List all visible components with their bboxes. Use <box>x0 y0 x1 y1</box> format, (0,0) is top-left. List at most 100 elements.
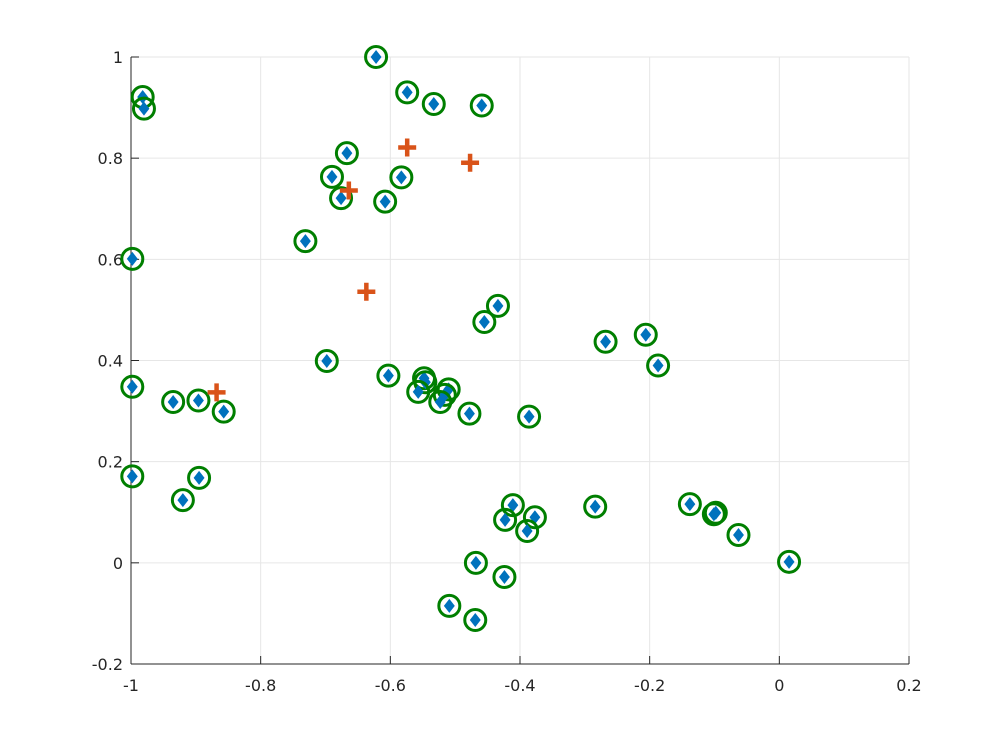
point-ring <box>364 45 389 69</box>
plot-axes <box>130 56 910 665</box>
point-diamond <box>507 498 519 513</box>
point-ring <box>677 492 702 517</box>
point-diamond <box>370 50 382 64</box>
point-ring <box>187 465 212 490</box>
data-point <box>364 45 389 69</box>
data-point <box>395 80 420 105</box>
data-point <box>457 401 482 426</box>
point-diamond <box>218 404 230 419</box>
point-diamond <box>167 394 179 409</box>
data-point <box>120 246 145 271</box>
point-diamond <box>470 555 482 570</box>
x-tick-label: -1 <box>123 676 139 695</box>
x-tick-label: -0.6 <box>375 676 406 695</box>
point-ring <box>500 493 525 518</box>
data-point <box>187 465 212 490</box>
data-point <box>319 164 344 189</box>
point-ring <box>421 92 446 117</box>
point-diamond <box>708 507 720 522</box>
point-ring <box>376 363 401 388</box>
data-point <box>726 523 751 548</box>
data-point <box>583 494 608 519</box>
point-ring <box>515 518 540 543</box>
point-diamond <box>443 598 455 613</box>
y-tick-label: 0.6 <box>98 250 123 269</box>
center-marker <box>398 138 417 157</box>
point-ring <box>389 165 414 190</box>
data-point <box>389 165 414 190</box>
data-point <box>373 189 398 214</box>
point-ring <box>463 550 488 575</box>
data-point <box>314 349 339 374</box>
point-ring <box>120 246 145 271</box>
data-point <box>186 388 211 413</box>
point-ring <box>726 523 751 548</box>
center-marker <box>339 181 358 200</box>
point-diamond <box>498 569 510 584</box>
point-diamond <box>478 315 490 330</box>
point-diamond <box>499 512 511 527</box>
point-ring <box>211 399 236 424</box>
point-diamond <box>463 406 475 421</box>
data-point <box>633 322 658 347</box>
point-diamond <box>428 97 440 112</box>
point-ring <box>777 549 802 574</box>
point-ring <box>472 310 497 335</box>
point-diamond <box>321 354 333 369</box>
point-diamond <box>521 523 533 538</box>
data-point <box>472 310 497 335</box>
point-ring <box>120 374 145 399</box>
point-diamond <box>401 85 413 100</box>
data-point <box>170 488 195 513</box>
point-ring <box>170 488 195 513</box>
y-tick-label: 1 <box>113 48 123 67</box>
data-point <box>500 493 525 518</box>
data-point <box>293 229 318 254</box>
data-point <box>517 404 542 429</box>
data-point <box>120 374 145 399</box>
x-tick-label: -0.8 <box>245 676 276 695</box>
point-diamond <box>523 409 535 424</box>
point-diamond <box>640 327 652 342</box>
y-tick-label: 0 <box>113 554 123 573</box>
point-ring <box>131 96 156 121</box>
point-ring <box>463 607 488 632</box>
data-point <box>677 492 702 517</box>
point-diamond <box>529 510 541 525</box>
data-point <box>437 593 462 618</box>
point-ring <box>437 593 462 618</box>
center-marker <box>461 153 480 172</box>
point-ring <box>485 293 510 318</box>
point-ring <box>293 229 318 254</box>
y-tick-label: -0.2 <box>92 655 123 674</box>
point-diamond <box>395 170 407 185</box>
point-diamond <box>379 194 391 209</box>
point-diamond <box>126 251 138 266</box>
point-ring <box>373 189 398 214</box>
point-ring <box>395 80 420 105</box>
x-tick-label: -0.4 <box>504 676 535 695</box>
data-point <box>522 505 547 530</box>
point-ring <box>646 353 671 378</box>
data-point <box>131 96 156 121</box>
data-points <box>120 45 802 632</box>
point-ring <box>492 564 517 589</box>
y-tick-label: 0.4 <box>98 352 123 371</box>
point-ring <box>161 389 186 414</box>
data-point <box>515 518 540 543</box>
point-diamond <box>382 368 394 383</box>
point-diamond <box>126 469 138 484</box>
point-diamond <box>492 298 504 313</box>
point-ring <box>493 507 518 532</box>
data-point <box>492 564 517 589</box>
point-diamond <box>684 497 696 512</box>
data-point <box>406 379 431 404</box>
point-diamond <box>652 358 664 373</box>
center-marker <box>207 383 226 402</box>
point-diamond <box>299 234 311 249</box>
data-point <box>334 141 359 166</box>
data-point <box>777 549 802 574</box>
point-ring <box>319 164 344 189</box>
center-marker <box>357 282 376 301</box>
